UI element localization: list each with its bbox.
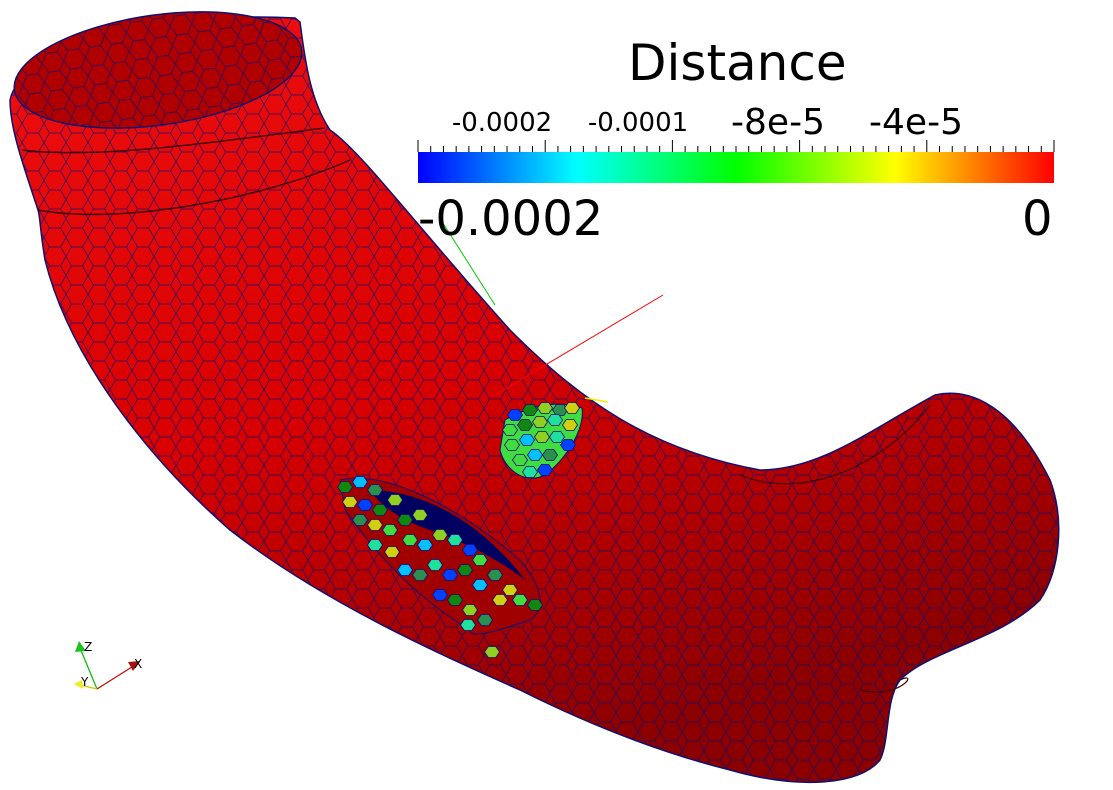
deviation-cell [532, 416, 548, 428]
scalar-bar [417, 140, 1055, 183]
deviation-cell [352, 476, 368, 488]
deviation-cell [472, 554, 488, 566]
deviation-cell [477, 614, 493, 626]
deviation-cell [447, 594, 463, 606]
deviation-cell [397, 514, 413, 526]
y-axis-arrow [74, 680, 83, 689]
deviation-cell [492, 594, 508, 606]
deviation-cell [507, 409, 523, 421]
deviation-cell [562, 419, 578, 431]
deviation-cell [367, 539, 383, 551]
deviation-cell [564, 402, 580, 414]
deviation-cell [549, 431, 565, 443]
deviation-cell [560, 439, 576, 451]
deviation-cell [442, 569, 458, 581]
scene-axes [440, 219, 664, 403]
deviation-cell [372, 504, 388, 516]
deviation-cell [432, 529, 448, 541]
deviation-cell [537, 402, 553, 414]
deviation-cell [357, 499, 373, 511]
deviation-cell [337, 481, 353, 493]
y-axis-label: Y [81, 675, 89, 689]
deviation-cell [342, 496, 358, 508]
scalar-bar-min-label: -0.0002 [418, 191, 604, 247]
tick-label: -8e-5 [731, 102, 825, 143]
deviation-cell [522, 466, 538, 478]
scalar-bar-max-label: 0 [1022, 191, 1053, 247]
deviation-cell [447, 534, 463, 546]
tick-label: -4e-5 [869, 102, 963, 143]
deviation-cell [412, 569, 428, 581]
deviation-cell [427, 559, 443, 571]
x-axis-line [96, 664, 136, 690]
deviation-cell [484, 646, 500, 658]
deviation-cell [367, 519, 383, 531]
deviation-cell [512, 454, 528, 466]
deviation-cell [462, 604, 478, 616]
deviation-cell [512, 594, 528, 606]
deviation-cell [504, 439, 520, 451]
deviation-cell [432, 589, 448, 601]
deviation-cell [552, 404, 568, 416]
z-axis-arrow [75, 641, 86, 652]
deviation-cell [487, 569, 503, 581]
orientation-axes-widget [74, 641, 140, 690]
tick-label: -0.0001 [587, 108, 689, 138]
deviation-cell [527, 449, 543, 461]
scalar-bar-gradient [418, 152, 1054, 183]
deviation-cell [542, 449, 558, 461]
scalar-bar-title: Distance [628, 34, 847, 92]
deviation-cell [502, 584, 518, 596]
x-axis-label: X [134, 657, 143, 671]
deviation-cell [522, 404, 538, 416]
deviation-cell [402, 534, 418, 546]
deviation-cell [472, 579, 488, 591]
deviation-cell [519, 434, 535, 446]
deviation-cell [382, 524, 398, 536]
deviation-cell [384, 546, 400, 558]
deviation-cell [412, 509, 428, 521]
deviation-cell [387, 494, 403, 506]
deviation-cell [502, 424, 518, 436]
x-axis-arrow [128, 661, 140, 671]
deviation-cell [457, 564, 473, 576]
deviation-cell [367, 484, 383, 496]
deviation-cell [352, 514, 368, 526]
deviation-cell [517, 419, 533, 431]
deviation-cell [460, 619, 476, 631]
deviation-cell [462, 544, 478, 556]
deviation-cell [534, 431, 550, 443]
tick-label: -0.0002 [451, 108, 553, 138]
y-axis-line [79, 684, 98, 690]
deviation-cell [527, 599, 543, 611]
deviation-cell [417, 539, 433, 551]
deviation-cell [397, 564, 413, 576]
z-axis-line [79, 647, 98, 690]
z-axis-label: Z [84, 640, 93, 654]
deviation-cell [547, 414, 563, 426]
deviation-cell [537, 464, 553, 476]
